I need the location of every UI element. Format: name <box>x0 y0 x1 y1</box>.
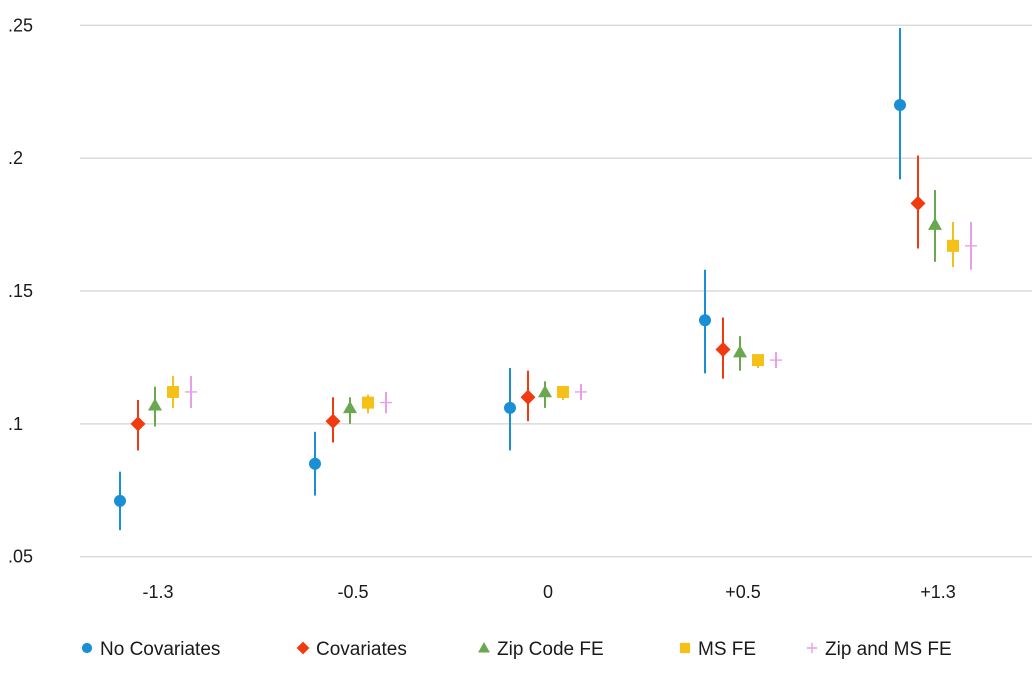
data-point <box>752 354 764 367</box>
data-point <box>185 385 197 398</box>
x-tick-label: -0.5 <box>337 582 368 602</box>
data-point <box>715 341 731 357</box>
series-ms-fe <box>167 221 959 414</box>
data-point <box>965 239 977 252</box>
data-point <box>130 416 146 432</box>
legend-label: No Covariates <box>100 639 220 660</box>
data-point <box>699 314 711 327</box>
data-point <box>733 345 747 358</box>
legend-marker <box>296 641 310 655</box>
legend-item: Covariates <box>296 639 407 660</box>
data-point <box>557 385 569 398</box>
legend-marker <box>478 642 490 653</box>
legend-item: MS FE <box>679 639 756 660</box>
legend-label: MS FE <box>698 639 756 660</box>
y-tick-label: .2 <box>8 148 23 168</box>
legend-marker <box>679 642 691 654</box>
x-tick-label: -1.3 <box>142 582 173 602</box>
data-point <box>114 494 126 507</box>
legend-label: Zip and MS FE <box>825 639 952 660</box>
legend-item: Zip Code FE <box>478 639 604 660</box>
data-point <box>520 389 536 405</box>
legend-marker <box>806 642 818 654</box>
y-tick-label: .05 <box>8 547 33 567</box>
legend: No Covariates Covariates Zip Code FE MS FE Z… <box>81 639 952 660</box>
data-point <box>538 384 552 398</box>
x-tick-label: +1.3 <box>920 582 956 602</box>
legend-item: Zip and MS FE <box>806 639 952 660</box>
y-tick-label: .25 <box>8 15 33 35</box>
y-tick-label: .1 <box>8 414 23 434</box>
data-point <box>325 413 341 429</box>
data-series <box>114 27 977 531</box>
series-zip-code-fe <box>148 190 942 427</box>
data-point <box>894 99 906 111</box>
data-point <box>504 401 516 414</box>
data-point <box>770 354 782 367</box>
data-point <box>928 217 942 230</box>
y-tick-label: .15 <box>8 281 33 301</box>
data-point <box>575 385 587 398</box>
x-tick-label: 0 <box>543 582 553 602</box>
series-covariates <box>130 155 926 451</box>
legend-marker <box>81 642 93 654</box>
series-no-covariates <box>114 27 906 531</box>
legend-label: Zip Code FE <box>497 639 604 660</box>
series-zip-and-ms-fe <box>185 221 977 414</box>
data-point <box>910 195 926 211</box>
data-point <box>167 385 179 398</box>
data-point <box>947 239 959 252</box>
data-point <box>148 398 162 411</box>
data-point <box>362 396 374 409</box>
grid-lines <box>80 24 1032 558</box>
data-point <box>309 457 321 470</box>
data-point <box>343 400 357 414</box>
x-tick-label: +0.5 <box>725 582 761 602</box>
legend-label: Covariates <box>316 639 407 660</box>
y-axis-tick-labels: .05 .1 .15 .2 .25 <box>8 15 33 566</box>
x-axis-tick-labels: -1.3 -0.5 0 +0.5 +1.3 <box>142 582 955 602</box>
data-point <box>380 396 392 409</box>
legend-item: No Covariates <box>81 639 220 660</box>
